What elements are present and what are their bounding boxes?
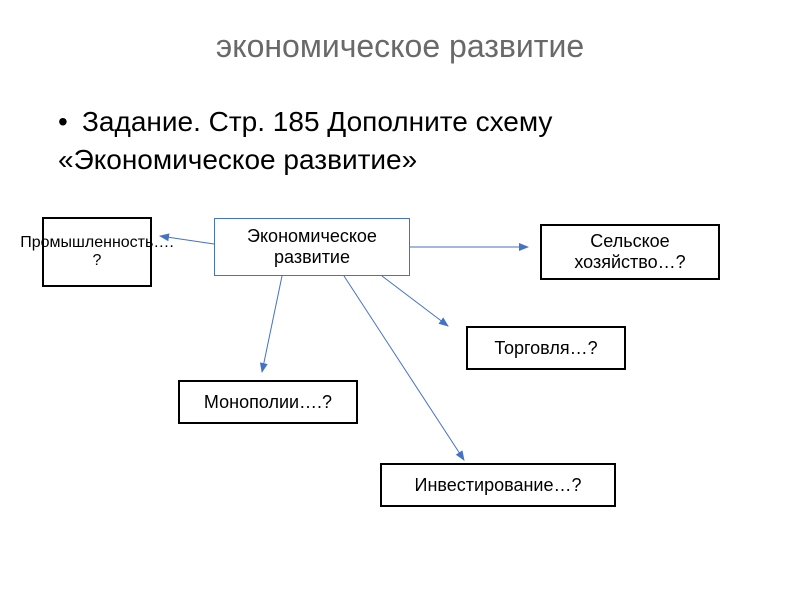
node-trade: Торговля…? [466, 326, 626, 370]
arrow-3 [262, 276, 282, 372]
arrow-2 [382, 276, 448, 326]
node-agriculture: Сельское хозяйство…? [540, 224, 720, 280]
arrow-4 [344, 276, 464, 460]
arrow-layer [0, 0, 800, 600]
node-monopoly: Монополии….? [178, 380, 358, 424]
node-invest: Инвестирование…? [380, 463, 616, 507]
slide-title: экономическое развитие [0, 28, 800, 65]
node-industry: Промышленность…. ? [42, 217, 152, 287]
task-text: Задание. Стр. 185 Дополните схему «Эконо… [58, 106, 552, 175]
task-bullet: •Задание. Стр. 185 Дополните схему «Экон… [58, 103, 738, 179]
node-center: Экономическое развитие [214, 218, 410, 276]
bullet-marker: • [58, 103, 82, 141]
